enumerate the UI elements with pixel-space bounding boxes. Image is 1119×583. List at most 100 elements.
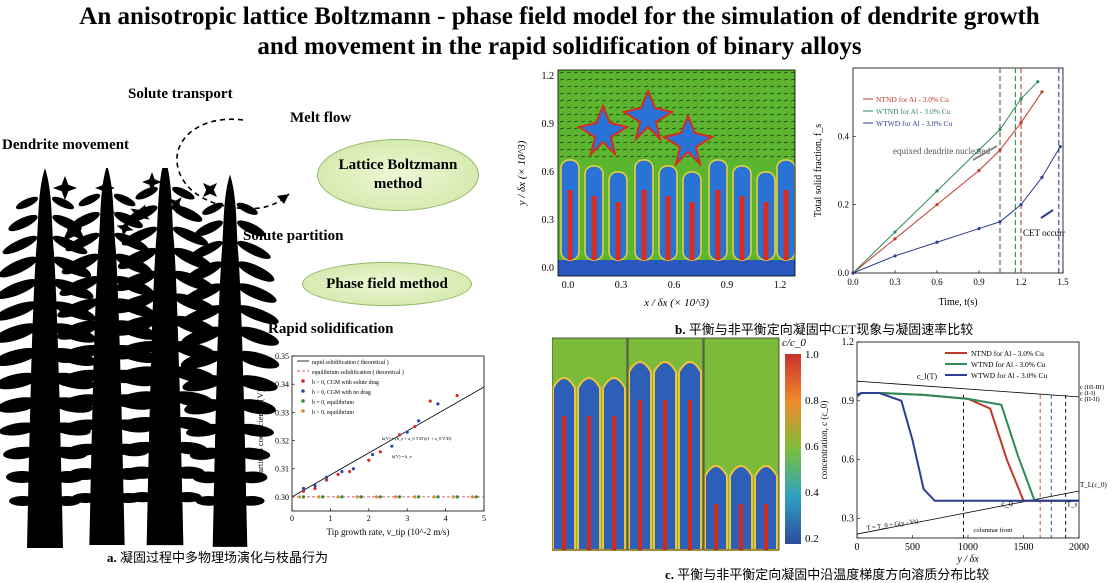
pc-xtick-label: 2: [367, 514, 371, 523]
pc-ylabel: Partition coefficient, k(V): [255, 389, 265, 477]
pc-annotation-2: k(V) = k_e: [392, 454, 412, 459]
pc-point: [378, 495, 382, 499]
cp-xlabel: y / δx: [956, 554, 979, 565]
sf-point: [935, 189, 939, 193]
pc-point: [324, 475, 329, 479]
pc-point: [374, 495, 379, 499]
pc-point: [397, 495, 402, 499]
pc-legend-item: b > 0, CGM with no drag: [312, 390, 371, 396]
cp-annotation: c_0: [1001, 500, 1013, 509]
cp-ytick-label: 0.3: [842, 513, 855, 524]
cp-ytick-label: 0.6: [842, 455, 855, 466]
sf-xlabel: Time, t(s): [938, 297, 977, 308]
sf-arrow-cet: [1040, 209, 1054, 219]
pc-point: [355, 495, 359, 499]
pc-legend-swatch: [301, 389, 305, 393]
pc-ytick-label: 0.33: [275, 408, 289, 417]
caption-b-text: 平衡与非平衡定向凝固中CET现象与凝固速率比较: [688, 322, 974, 337]
cf-colorbar-tick: 0.8: [805, 395, 819, 407]
sf-annotation-cet: CET occurr: [1023, 228, 1065, 238]
concentration-field-figure: c/c_01.0 0.8 0.6 0.4 0.2: [552, 337, 819, 551]
pc-point: [451, 495, 455, 499]
cp-xtick-label: 2000: [1069, 542, 1089, 553]
sf-point: [935, 203, 939, 207]
ff-xtick-label: 0.3: [615, 280, 628, 291]
pc-ytick-label: 0.30: [275, 493, 289, 502]
solute-transport-label: Solute transport: [128, 86, 233, 102]
sf-xtick-label: 0.0: [847, 277, 859, 287]
caption-c-text: 平衡与非平衡定向凝固中沿温度梯度方向溶质分布比较: [677, 567, 990, 582]
cf-solute-core: [764, 504, 768, 550]
pc-point: [417, 419, 421, 423]
cf-colorbar-tick: 0.2: [805, 533, 819, 545]
pc-ytick-label: 0.31: [275, 465, 289, 474]
sf-point: [977, 168, 981, 173]
paper-title: An anisotropic lattice Boltzmann - phase…: [0, 2, 1119, 62]
pc-point: [436, 495, 440, 499]
caption-c: c. 平衡与非平衡定向凝固中沿温度梯度方向溶质分布比较: [665, 564, 989, 583]
cf-colorbar-tick: 1.0: [805, 349, 819, 361]
cp-liquidus-line: [856, 380, 1080, 398]
pc-legend-item: b > 0, CGM with solute drag: [312, 380, 379, 386]
pc-point: [390, 444, 394, 448]
pc-point: [470, 495, 475, 499]
cp-legend-item: NTND for Al - 3.0% Cu: [971, 349, 1044, 358]
pc-xlabel: Tip growth rate, v_tip (10^-2 m/s): [327, 527, 450, 537]
caption-b: b. 平衡与非平衡定向凝固中CET现象与凝固速率比较: [675, 319, 973, 338]
cf-solute-core: [612, 416, 616, 550]
dendrite-movement-label: Dendrite movement: [2, 137, 130, 153]
cf-colorbar-label: c/c_0: [782, 337, 806, 349]
melt-flow-label: Melt flow: [290, 110, 352, 126]
ff-solute-channel: [715, 190, 721, 260]
cp-xtick-label: 1000: [958, 542, 978, 553]
pc-point: [336, 472, 340, 476]
ff-solute-channel: [615, 202, 621, 260]
cp-legend: NTND for Al - 3.0% Cu WTND for Al - 3.0% …: [945, 349, 1047, 380]
sf-point: [998, 127, 1002, 132]
pc-legend: rapid solidification ( theoretical ) equi…: [297, 359, 404, 416]
sf-point: [1019, 203, 1023, 207]
sf-point: [851, 271, 855, 275]
pc-point: [317, 495, 321, 499]
flow-field-plot: 0.0 0.3 0.6 0.9 1.2 0.0 0.3 0.6 0.9 1.2 x / δx (× …: [516, 69, 796, 309]
cp-legend-item: WTWD for Al - 3.0% Cu: [971, 371, 1047, 380]
cp-ylabel: concentration, c (c_0): [819, 401, 829, 480]
flow-field-figure: 0.0 0.3 0.6 0.9 1.2 0.0 0.3 0.6 0.9 1.2 x / δx (× …: [516, 69, 796, 309]
pc-point: [455, 393, 459, 398]
phase-field-label: Phase field method: [326, 275, 448, 292]
pc-point: [321, 495, 325, 499]
sf-point: [977, 148, 981, 152]
sf-ytick-label: 0.4: [838, 131, 850, 141]
sf-annotation-nucleated: equixed dendrite nucleated: [893, 146, 990, 156]
pc-ytick-label: 0.32: [275, 437, 289, 446]
pc-xtick-label: 1: [328, 514, 332, 523]
pc-xtick-label: 0: [290, 514, 294, 523]
sf-legend-item: NTND for Al - 3.0% Cu: [876, 95, 949, 104]
pc-legend-item: b > 0, equilibrium: [312, 410, 354, 416]
cf-solute-core: [714, 504, 718, 550]
sf-point: [1019, 97, 1023, 101]
concentration-profile-chart: 0 500 1000 1500 2000 0.3 0.6 0.9 1.2 y / δx concen…: [819, 337, 1107, 565]
pc-legend-item: b = 0, equilibrium: [312, 400, 354, 406]
pc-point: [367, 458, 371, 462]
sf-legend: NTND for Al - 3.0% Cu WTND for Al - 3.0% …: [863, 95, 952, 128]
sf-point: [893, 254, 897, 258]
pc-legend-item: rapid solidification ( theoretical ): [312, 359, 389, 366]
sf-arrow-nucleated: [972, 145, 998, 161]
cp-ytick-label: 1.2: [842, 337, 855, 348]
sf-legend-item: WTWD for Al - 3.0% Cu: [876, 119, 952, 128]
sf-point: [998, 148, 1002, 152]
sf-xtick-label: 0.3: [889, 277, 901, 287]
sf-point: [1040, 175, 1044, 179]
caption-b-prefix: b.: [675, 322, 686, 337]
sf-point: [935, 240, 939, 244]
pc-point: [394, 495, 398, 499]
sf-point: [1040, 90, 1044, 94]
cp-xtick-label: 0: [855, 542, 860, 553]
ff-frame: [557, 69, 796, 277]
ff-equiaxed-dendrite: [661, 113, 715, 168]
cp-annotation: c (I-I): [1080, 390, 1095, 397]
ff-ytick-label: 0.3: [542, 215, 555, 226]
pc-point: [351, 467, 356, 471]
solid-fraction-chart: 0.0 0.3 0.6 0.9 1.2 1.5 0.0 0.2 0.4 Time, t(s) Tot…: [813, 67, 1069, 308]
